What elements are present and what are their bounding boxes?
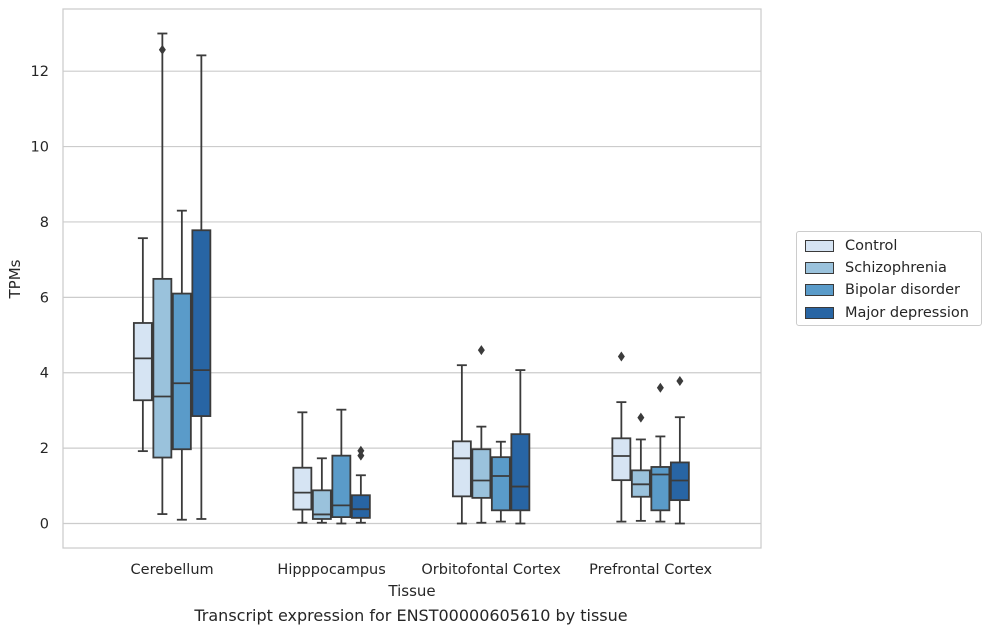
box-cerebellum-control	[132, 237, 153, 453]
box-iqr	[331, 454, 352, 518]
x-tick-label-hipppocampus: Hipppocampus	[277, 562, 385, 578]
box-iqr	[451, 440, 472, 498]
box-prefrontal-cortex-bipolar-disorder	[650, 382, 671, 523]
box-iqr	[311, 489, 332, 520]
legend-label-bipolar-disorder: Bipolar disorder	[845, 282, 960, 298]
box-prefrontal-cortex-major-depression	[669, 376, 690, 525]
y-tick-label-6: 6	[40, 290, 49, 306]
box-iqr	[471, 448, 492, 499]
boxes	[132, 32, 690, 525]
outlier-point	[637, 412, 645, 423]
box-iqr	[650, 466, 671, 512]
legend-item-bipolar-disorder: Bipolar disorder	[805, 280, 960, 300]
box-hipppocampus-bipolar-disorder	[331, 408, 352, 525]
y-axis-label: TPMs	[6, 259, 24, 299]
box-prefrontal-cortex-control	[611, 351, 632, 523]
x-tick-label-prefrontal-cortex: Prefrontal Cortex	[589, 562, 712, 578]
legend-swatch-control	[805, 240, 834, 252]
box-cerebellum-bipolar-disorder	[171, 209, 192, 521]
box-iqr	[171, 292, 192, 451]
box-orbitofontal-cortex-major-depression	[510, 369, 531, 525]
y-tick-label-2: 2	[40, 441, 49, 457]
box-orbitofontal-cortex-bipolar-disorder	[490, 440, 511, 523]
y-tick-label-4: 4	[40, 366, 49, 382]
box-prefrontal-cortex-schizophrenia	[630, 412, 651, 522]
box-orbitofontal-cortex-control	[451, 364, 472, 525]
outlier-point	[617, 351, 625, 362]
box-hipppocampus-major-depression	[350, 445, 371, 524]
legend-label-control: Control	[845, 238, 898, 254]
chart-caption: Transcript expression for ENST0000060561…	[194, 606, 628, 625]
legend: Control Schizophrenia Bipolar disorder M…	[796, 231, 982, 326]
legend-item-control: Control	[805, 236, 897, 256]
y-tick-label-12: 12	[31, 64, 49, 80]
outlier-point	[656, 382, 664, 393]
box-iqr	[152, 277, 173, 459]
outlier-point	[357, 445, 365, 456]
y-tick-label-0: 0	[40, 517, 49, 533]
legend-label-schizophrenia: Schizophrenia	[845, 260, 947, 276]
y-tick-label-10: 10	[31, 140, 49, 156]
x-axis-label: Tissue	[388, 582, 436, 600]
x-tick-label-orbitofontal-cortex: Orbitofontal Cortex	[421, 562, 561, 578]
legend-item-schizophrenia: Schizophrenia	[805, 258, 947, 278]
box-iqr	[611, 437, 632, 482]
legend-label-major-depression: Major depression	[845, 305, 969, 321]
plot-frame	[62, 8, 762, 549]
box-cerebellum-major-depression	[191, 54, 212, 520]
x-tick-label-cerebellum: Cerebellum	[131, 562, 214, 578]
box-iqr	[350, 494, 371, 519]
box-iqr	[191, 229, 212, 417]
box-iqr	[292, 466, 313, 511]
x-tick-labels: Cerebellum Hipppocampus Orbitofontal Corte…	[131, 562, 713, 578]
box-cerebellum-schizophrenia	[152, 32, 173, 515]
box-iqr	[490, 456, 511, 512]
y-tick-label-8: 8	[40, 215, 49, 231]
box-iqr	[510, 433, 531, 512]
legend-item-major-depression: Major depression	[805, 303, 969, 323]
box-iqr	[132, 322, 153, 402]
legend-swatch-schizophrenia	[805, 262, 834, 274]
outlier-point	[158, 44, 166, 55]
legend-swatch-major-depression	[805, 307, 834, 319]
outlier-point	[676, 376, 684, 387]
outlier-point	[477, 345, 485, 356]
box-orbitofontal-cortex-schizophrenia	[471, 345, 492, 524]
y-tick-labels: 0 2 4 6 8 10 12	[31, 64, 49, 532]
legend-swatch-bipolar-disorder	[805, 284, 834, 296]
box-hipppocampus-schizophrenia	[311, 457, 332, 524]
box-hipppocampus-control	[292, 411, 313, 524]
